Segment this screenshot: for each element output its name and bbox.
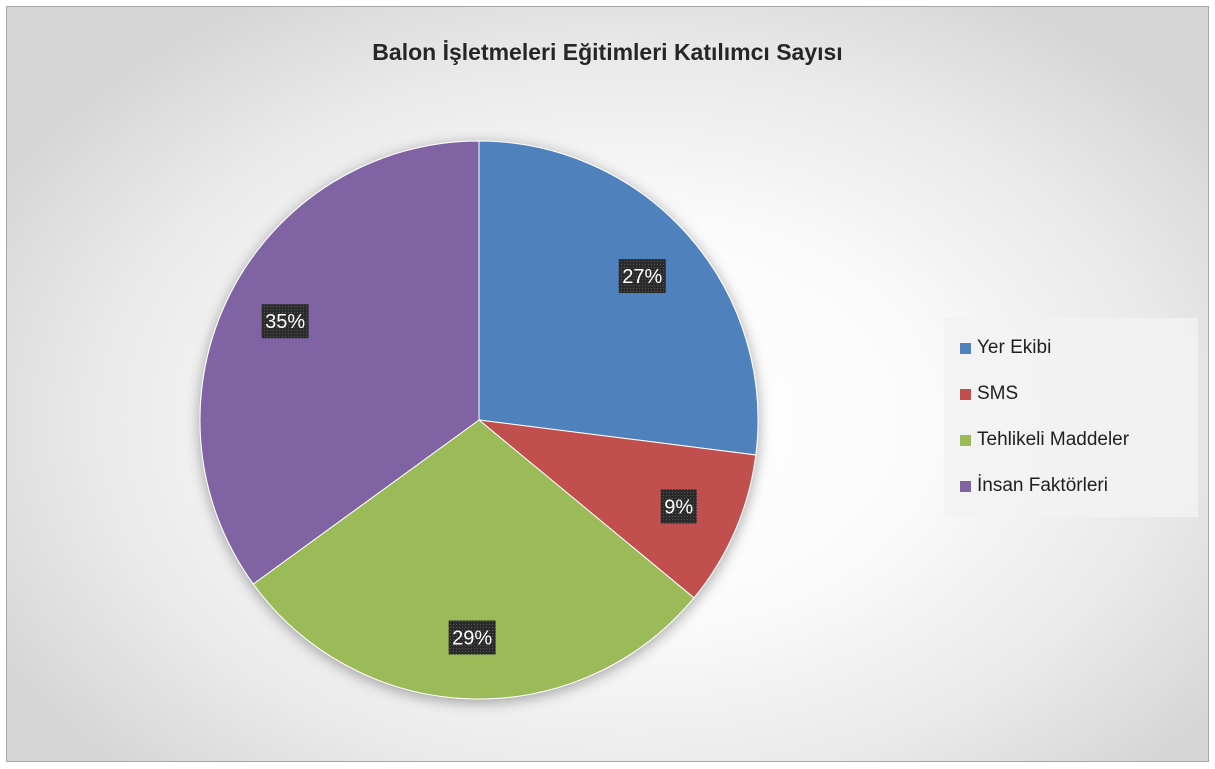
data-label-box-4 [261,304,309,339]
pie-slice-3 [252,419,695,700]
legend: Yer Ekibi SMS Tehlikeli Maddeler İnsan Fakt… [944,318,1198,517]
legend-label: SMS [977,383,1019,404]
data-label-box-1 [618,259,666,294]
legend-swatch [960,434,971,446]
pie-slice-2 [477,419,757,599]
legend-item-1: Yer Ekibi [960,336,1051,360]
legend-label: İnsan Faktörleri [977,475,1108,496]
legend-swatch [960,342,971,354]
data-label-box-3 [448,620,496,655]
legend-item-2: SMS [960,382,1018,406]
legend-swatch [960,480,971,492]
pie-slice-1 [478,140,759,456]
data-label-3: 29% [452,628,492,650]
legend-item-4: İnsan Faktörleri [960,474,1108,498]
data-label-2: 9% [664,496,693,518]
data-label-4: 35% [265,311,305,333]
chart-title: Balon İşletmeleri Eğitimleri Katılımcı S… [372,39,843,65]
legend-label: Tehlikeli Maddeler [977,429,1130,450]
data-label-box-2 [660,489,697,524]
pie-slice-4 [199,140,480,585]
legend-label: Yer Ekibi [977,337,1052,358]
data-label-1: 27% [622,266,662,288]
legend-swatch [960,388,971,400]
legend-item-3: Tehlikeli Maddeler [960,428,1129,452]
